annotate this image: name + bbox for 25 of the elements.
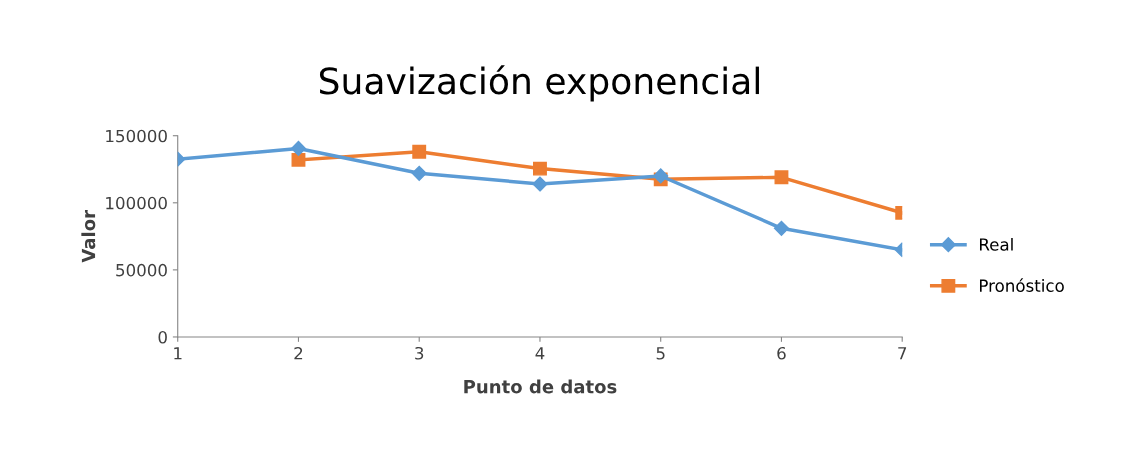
point <box>653 168 669 184</box>
chart-title: Suavización exponencial <box>319 65 759 102</box>
point <box>291 152 306 167</box>
point <box>411 165 427 181</box>
point <box>773 220 790 236</box>
point <box>533 161 547 176</box>
x-tick-label: 1 <box>174 347 182 360</box>
legend-label: Real <box>980 237 1013 251</box>
x-tick-label: 3 <box>415 346 424 360</box>
y-tick-label: 0 <box>158 330 167 344</box>
x-tick-label: 7 <box>898 347 907 360</box>
point <box>774 170 789 185</box>
x-axis-title: Punto de datos <box>464 379 617 394</box>
x-tick-label: 5 <box>656 347 665 360</box>
y-tick-label: 100000 <box>106 196 167 210</box>
y-axis-title: Valor <box>81 210 96 263</box>
point <box>412 144 427 159</box>
legend-label: Pronóstico <box>980 278 1064 292</box>
y-tick-label: 150000 <box>106 129 167 143</box>
x-tick-label: 4 <box>535 347 545 360</box>
x-tick-label: 2 <box>294 346 303 360</box>
point <box>290 140 307 157</box>
y-tick-label: 50000 <box>116 263 167 277</box>
x-tick-label: 6 <box>777 346 786 360</box>
point <box>532 176 548 192</box>
